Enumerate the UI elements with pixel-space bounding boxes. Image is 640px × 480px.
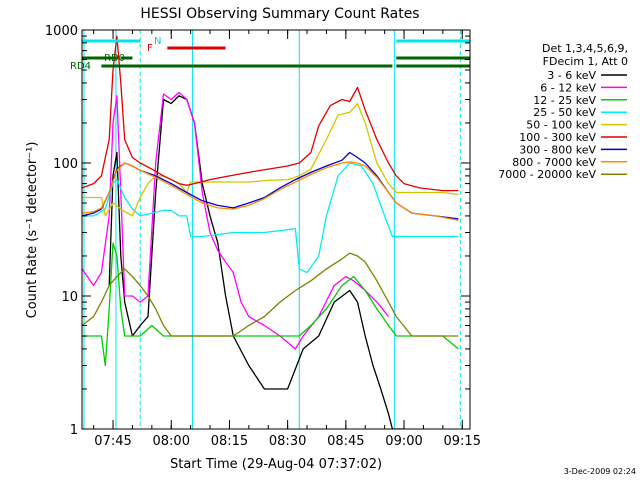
y-tick-label-1: 10 [61,290,78,305]
legend-label-3: 25 - 50 keV [533,106,596,119]
legend: Det 1,3,4,5,6,9, FDecim 1, Att 0 3 - 6 k… [498,42,628,181]
legend-label-7: 800 - 7000 keV [512,156,596,169]
legend-label-8: 7000 - 20000 keV [498,168,596,181]
chart-title: HESSI Observing Summary Count Rates [140,6,419,22]
series-line-5 [82,35,459,192]
legend-label-4: 50 - 100 keV [526,119,596,132]
attenuator-markers [83,30,461,429]
x-tick-label-1: 08:00 [153,434,190,449]
flag-labels: NF RD0 RD4 [70,36,161,72]
y-tick-label-3: 1000 [45,24,78,39]
series-line-0 [108,95,404,429]
legend-header-line-1: Det 1,3,4,5,6,9, [542,42,628,55]
y-axis-label: Count Rate (s⁻¹ detector⁻¹) [25,142,40,319]
flag-label-1: F [147,43,153,54]
series-line-8 [82,252,459,337]
legend-label-6: 300 - 800 keV [519,143,596,156]
x-tick-label-4: 08:45 [327,434,364,449]
x-axis: 07:45 08:00 08:15 08:30 08:45 09:00 09:15 [93,30,481,449]
flag-label-0: N [154,36,161,47]
series-line-1 [82,91,390,350]
generation-timestamp: 3-Dec-2009 02:24 [564,467,636,476]
series-layer [82,35,459,429]
y-tick-label-0: 1 [70,423,78,438]
legend-label-2: 12 - 25 keV [533,94,596,107]
flag-label-2: RD0 [104,53,125,64]
x-tick-label-2: 08:15 [211,434,248,449]
x-tick-label-3: 08:30 [269,434,306,449]
legend-label-1: 6 - 12 keV [540,81,596,94]
y-tick-label-2: 100 [53,157,78,172]
flag-bars [82,39,470,68]
series-line-4 [82,102,459,217]
flag-label-3: RD4 [70,61,91,72]
legend-header-line-2: FDecim 1, Att 0 [543,55,628,68]
x-tick-label-0: 07:45 [94,434,131,449]
plot-frame [81,29,471,430]
x-tick-label-5: 09:00 [385,434,422,449]
legend-label-5: 100 - 300 keV [519,131,596,144]
series-line-7 [82,161,459,222]
x-axis-label: Start Time (29-Aug-04 07:37:02) [170,457,382,472]
legend-label-0: 3 - 6 keV [547,69,596,82]
x-tick-label-6: 09:15 [444,434,481,449]
series-line-3 [82,162,459,274]
